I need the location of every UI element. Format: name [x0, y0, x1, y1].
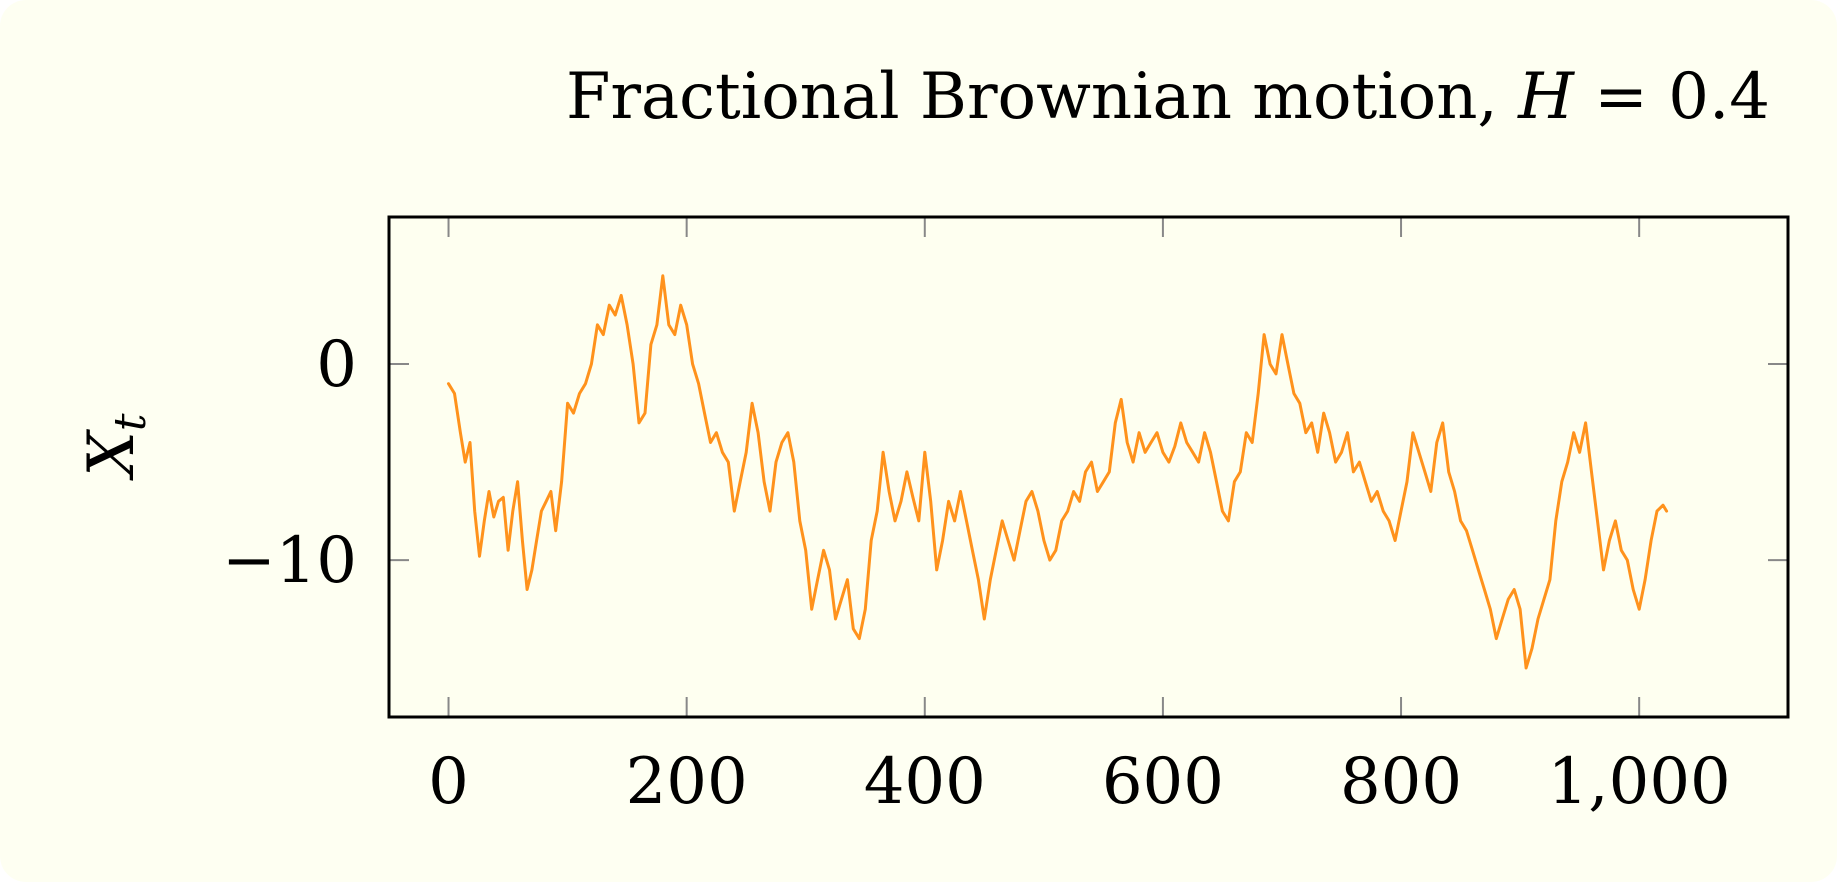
- y-tick-label: −10: [222, 524, 357, 598]
- x-tick-label: 600: [1102, 745, 1224, 819]
- y-tick-label: 0: [316, 328, 357, 402]
- x-tick-label: 400: [864, 745, 986, 819]
- chart-title: Fractional Brownian motion, H = 0.4: [566, 60, 1770, 134]
- x-tick-label: 1,000: [1548, 745, 1731, 819]
- x-axis-ticks: [447, 217, 1641, 717]
- y-axis-ticks: [389, 363, 1788, 562]
- y-axis-tick-labels: 0 −10: [222, 328, 357, 598]
- x-tick-label: 800: [1340, 745, 1462, 819]
- y-axis-label: Xt: [75, 413, 156, 482]
- series-line: [447, 274, 1669, 670]
- x-tick-label: 200: [626, 745, 748, 819]
- x-axis-tick-labels: 0 200 400 600 800 1,000: [428, 745, 1731, 819]
- plot-frame: [387, 215, 1790, 719]
- x-tick-label: 0: [428, 745, 469, 819]
